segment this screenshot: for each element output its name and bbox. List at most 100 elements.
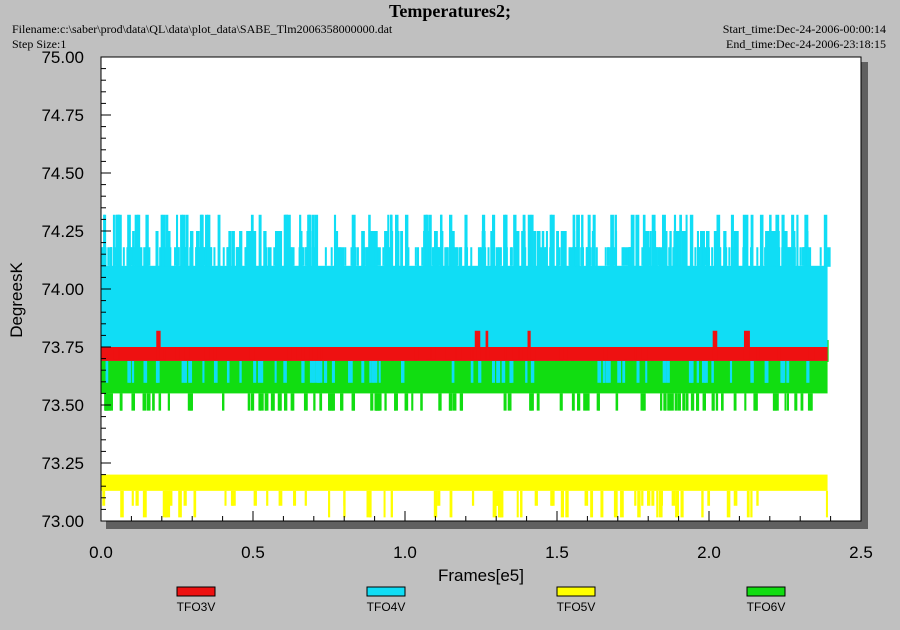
series-spike: [370, 247, 373, 266]
series-spike: [675, 490, 680, 518]
series-spike: [495, 247, 499, 267]
series-spike: [450, 231, 455, 267]
series-spike: [493, 247, 496, 266]
series-spike: [571, 393, 575, 411]
series-spike: [259, 393, 264, 411]
series-spike: [667, 393, 671, 411]
series-spike: [694, 247, 697, 266]
series-spike: [189, 360, 193, 383]
series-spike: [195, 247, 198, 266]
series-layer: [101, 214, 831, 518]
series-spike: [304, 490, 307, 506]
series-spike: [661, 214, 666, 267]
series-spike: [711, 393, 715, 411]
x-tick-label: 0.0: [89, 543, 113, 562]
series-spike: [744, 247, 747, 266]
series-spike: [386, 247, 389, 266]
x-tick-label: 0.5: [241, 543, 265, 562]
series-spike: [159, 347, 164, 360]
legend-label: TFO6V: [747, 600, 786, 614]
series-spike: [404, 214, 409, 267]
series-spike: [701, 360, 706, 383]
series-spike: [356, 247, 359, 266]
series-spike: [134, 214, 139, 267]
series-spike: [369, 490, 372, 518]
series-spike: [311, 214, 315, 267]
series-spike: [263, 231, 267, 267]
series-spike: [188, 360, 191, 383]
series-spike: [181, 360, 186, 383]
series-spike: [425, 214, 429, 267]
series-spike: [589, 247, 592, 266]
series-spike: [145, 247, 148, 266]
series-spike: [716, 214, 721, 267]
series-spike: [267, 247, 272, 267]
series-spike: [819, 247, 822, 266]
series-spike: [162, 231, 165, 267]
series-spike: [131, 490, 134, 506]
series-spike: [452, 393, 457, 411]
series-spike: [174, 247, 177, 266]
series-spike: [383, 490, 386, 518]
series-spike: [499, 490, 504, 518]
series-spike: [592, 247, 595, 266]
series-spike: [704, 360, 708, 383]
series-spike: [411, 393, 414, 411]
series-spike: [373, 360, 378, 383]
series-spike: [103, 214, 107, 267]
series-spike: [700, 231, 703, 267]
series-spike: [190, 247, 193, 266]
y-tick-label: 75.00: [41, 48, 84, 67]
series-spike: [258, 214, 262, 267]
series-spike: [444, 247, 448, 267]
series-spike: [769, 214, 772, 267]
series-spike: [308, 347, 313, 360]
series-spike: [273, 247, 276, 266]
series-spike: [378, 247, 381, 266]
series-spike: [609, 247, 612, 267]
series-spike: [309, 360, 314, 383]
series-spike: [587, 214, 591, 267]
series-spike: [142, 393, 147, 411]
series-spike: [299, 247, 302, 266]
series-spike: [187, 393, 192, 411]
series-spike: [530, 347, 536, 360]
series-spike: [775, 393, 779, 411]
step-size-text: Step Size:1: [12, 37, 67, 51]
legend-item-tfo3v: TFO3V: [176, 586, 216, 614]
series-spike: [708, 247, 711, 266]
series-spike: [126, 247, 129, 266]
series-spike: [384, 393, 387, 411]
legend-swatch: [176, 586, 216, 597]
series-spike: [302, 360, 305, 383]
series-spike: [231, 490, 236, 506]
series-spike: [224, 490, 227, 506]
y-axis-label: DegreesK: [7, 262, 26, 338]
series-spike: [249, 347, 255, 360]
series-spike: [756, 247, 759, 266]
series-spike: [656, 490, 659, 518]
series-spike: [352, 393, 356, 411]
series-spike: [688, 360, 693, 383]
series-spike: [702, 247, 705, 266]
series-spike: [827, 247, 831, 267]
series-spike: [449, 490, 453, 518]
series-spike: [628, 247, 631, 266]
series-spike: [378, 360, 381, 383]
series-spike: [527, 214, 532, 267]
series-spike: [733, 490, 738, 506]
series-spike: [744, 393, 747, 411]
series-spike: [569, 247, 573, 267]
series-spike: [118, 214, 122, 267]
series-spike: [470, 360, 474, 383]
series-spike: [726, 490, 731, 518]
series-spike: [143, 247, 147, 267]
series-spike: [309, 247, 312, 266]
series-spike: [324, 360, 327, 383]
series-spike: [122, 247, 125, 266]
series-spike: [781, 214, 785, 267]
series-spike: [299, 347, 305, 360]
series-spike: [204, 247, 207, 266]
series-spike: [394, 393, 397, 411]
